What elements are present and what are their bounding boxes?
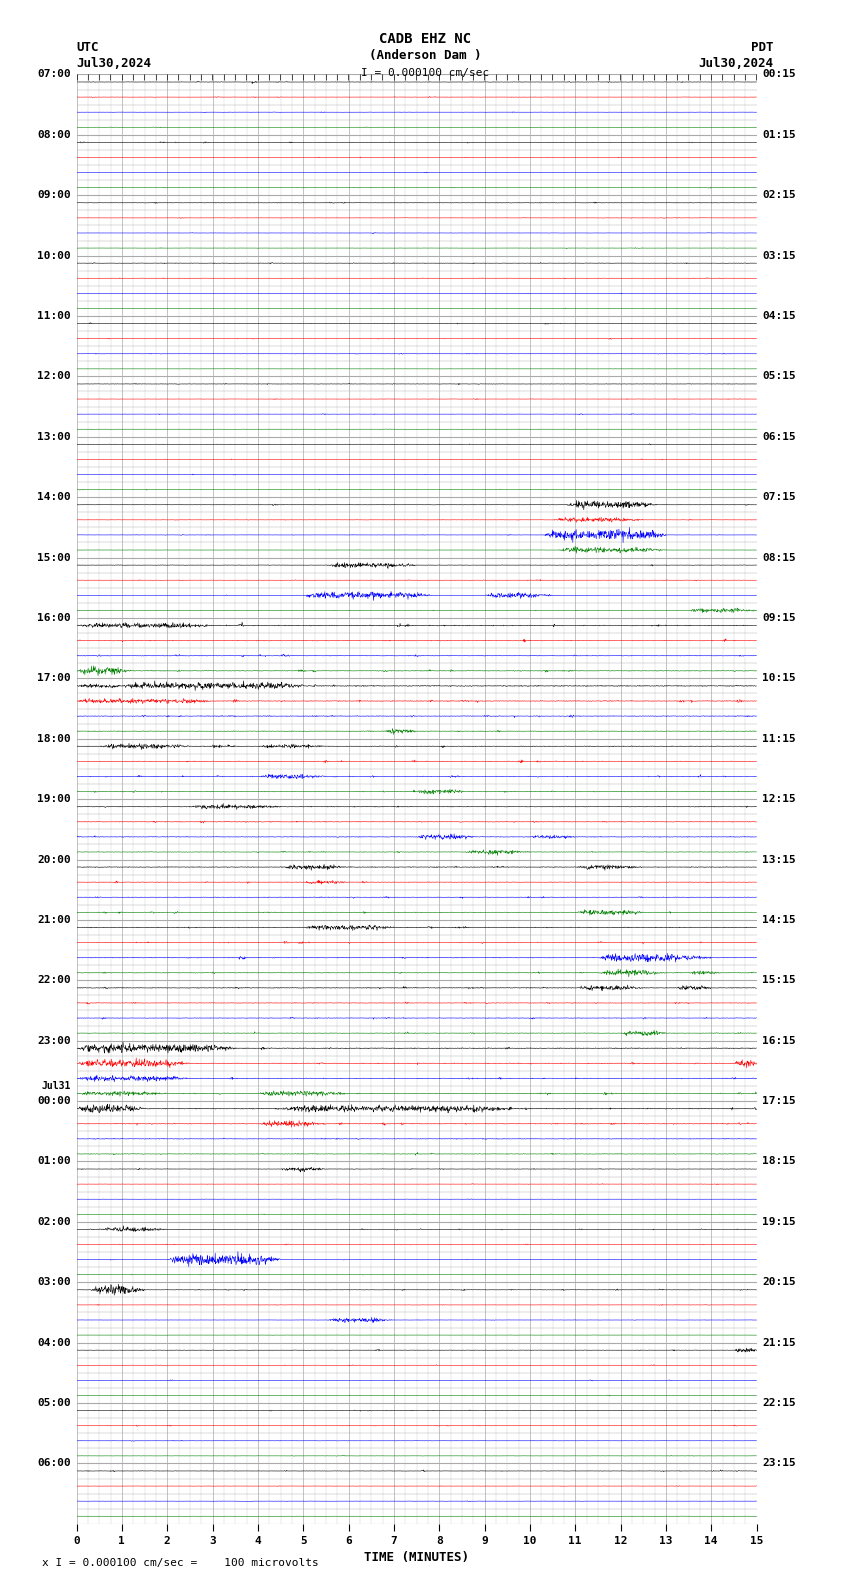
Text: 02:15: 02:15 (762, 190, 796, 200)
Text: 01:00: 01:00 (37, 1156, 71, 1166)
Text: I = 0.000100 cm/sec: I = 0.000100 cm/sec (361, 68, 489, 78)
X-axis label: TIME (MINUTES): TIME (MINUTES) (364, 1551, 469, 1563)
Text: PDT: PDT (751, 41, 774, 54)
Text: 15:15: 15:15 (762, 976, 796, 985)
Text: 23:15: 23:15 (762, 1459, 796, 1468)
Text: 03:00: 03:00 (37, 1277, 71, 1288)
Text: 21:00: 21:00 (37, 916, 71, 925)
Text: 18:15: 18:15 (762, 1156, 796, 1166)
Text: 06:15: 06:15 (762, 432, 796, 442)
Text: 16:00: 16:00 (37, 613, 71, 623)
Text: 23:00: 23:00 (37, 1036, 71, 1045)
Text: 17:00: 17:00 (37, 673, 71, 683)
Text: 09:15: 09:15 (762, 613, 796, 623)
Text: 14:15: 14:15 (762, 916, 796, 925)
Text: 08:00: 08:00 (37, 130, 71, 139)
Text: Jul30,2024: Jul30,2024 (699, 57, 774, 70)
Text: 12:15: 12:15 (762, 794, 796, 805)
Text: 08:15: 08:15 (762, 553, 796, 562)
Text: 00:15: 00:15 (762, 70, 796, 79)
Text: 02:00: 02:00 (37, 1217, 71, 1228)
Text: 10:15: 10:15 (762, 673, 796, 683)
Text: 04:00: 04:00 (37, 1337, 71, 1348)
Text: 21:15: 21:15 (762, 1337, 796, 1348)
Text: 11:15: 11:15 (762, 733, 796, 744)
Text: 15:00: 15:00 (37, 553, 71, 562)
Text: 22:00: 22:00 (37, 976, 71, 985)
Text: 13:00: 13:00 (37, 432, 71, 442)
Text: x I = 0.000100 cm/sec =    100 microvolts: x I = 0.000100 cm/sec = 100 microvolts (42, 1559, 320, 1568)
Text: Jul30,2024: Jul30,2024 (76, 57, 151, 70)
Text: 19:15: 19:15 (762, 1217, 796, 1228)
Text: 03:15: 03:15 (762, 250, 796, 261)
Text: 18:00: 18:00 (37, 733, 71, 744)
Text: 14:00: 14:00 (37, 493, 71, 502)
Text: 00:00: 00:00 (37, 1096, 71, 1106)
Text: 11:00: 11:00 (37, 310, 71, 322)
Text: 04:15: 04:15 (762, 310, 796, 322)
Text: 19:00: 19:00 (37, 794, 71, 805)
Text: 06:00: 06:00 (37, 1459, 71, 1468)
Text: 22:15: 22:15 (762, 1399, 796, 1408)
Text: UTC: UTC (76, 41, 99, 54)
Text: 07:00: 07:00 (37, 70, 71, 79)
Text: 05:15: 05:15 (762, 371, 796, 382)
Text: 20:15: 20:15 (762, 1277, 796, 1288)
Text: 10:00: 10:00 (37, 250, 71, 261)
Text: 01:15: 01:15 (762, 130, 796, 139)
Text: 12:00: 12:00 (37, 371, 71, 382)
Text: 16:15: 16:15 (762, 1036, 796, 1045)
Text: (Anderson Dam ): (Anderson Dam ) (369, 49, 481, 62)
Text: CADB EHZ NC: CADB EHZ NC (379, 32, 471, 46)
Text: 20:00: 20:00 (37, 854, 71, 865)
Text: 13:15: 13:15 (762, 854, 796, 865)
Text: 05:00: 05:00 (37, 1399, 71, 1408)
Text: Jul31: Jul31 (42, 1080, 71, 1091)
Text: 07:15: 07:15 (762, 493, 796, 502)
Text: 17:15: 17:15 (762, 1096, 796, 1106)
Text: 09:00: 09:00 (37, 190, 71, 200)
